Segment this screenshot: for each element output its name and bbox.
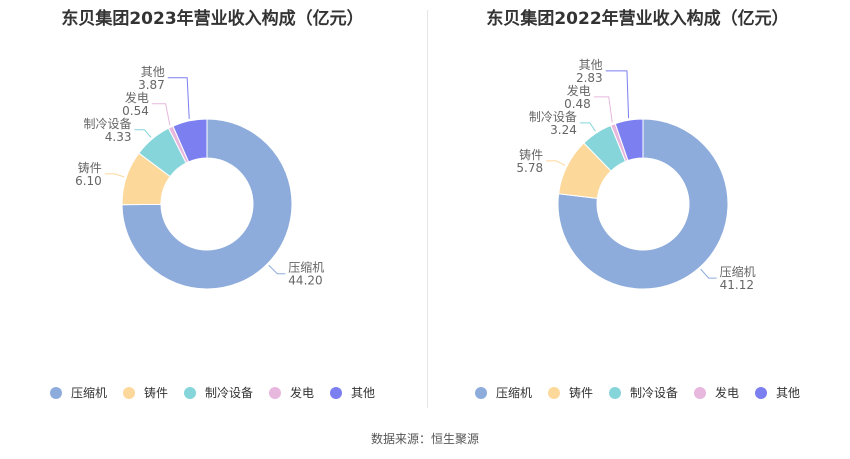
legend-label: 制冷设备 [204, 386, 253, 400]
slice-label-other: 其他 [141, 65, 165, 79]
chart-title: 东贝集团2023年营业收入构成（亿元） [61, 9, 364, 29]
legend-label: 压缩机 [495, 386, 532, 400]
legend-item-casting[interactable]: 铸件 [122, 384, 168, 401]
panel-divider [427, 10, 428, 408]
slice-label-refrigeration: 制冷设备 [529, 110, 577, 124]
legend-item-refrigeration[interactable]: 制冷设备 [608, 384, 678, 401]
chart-panel-2022: 东贝集团2022年营业收入构成（亿元） 压缩机 41.12 铸件 5.78 制冷设备 3.… [425, 0, 850, 410]
chart-legend: 压缩机 铸件 制冷设备 发电 其他 [0, 384, 425, 401]
legend-label: 制冷设备 [629, 386, 678, 400]
slice-value-power: 0.54 [122, 104, 149, 118]
slice-compressor[interactable] [121, 118, 293, 290]
slice-label-casting: 铸件 [78, 160, 102, 175]
legend-item-other[interactable]: 其他 [330, 384, 375, 401]
slice-value-refrigeration: 4.33 [105, 130, 132, 144]
slice-value-power: 0.48 [564, 97, 591, 111]
slice-value-other: 2.83 [576, 71, 603, 85]
chart-title: 东贝集团2022年营业收入构成（亿元） [486, 9, 789, 29]
legend-label: 铸件 [568, 386, 593, 400]
legend-item-compressor[interactable]: 压缩机 [49, 384, 107, 401]
slice-value-casting: 6.10 [75, 174, 102, 188]
legend-item-compressor[interactable]: 压缩机 [474, 384, 532, 401]
legend-item-refrigeration[interactable]: 制冷设备 [183, 384, 253, 401]
legend-marker [49, 386, 62, 399]
slice-label-power: 发电 [125, 90, 149, 105]
slice-value-compressor: 44.20 [288, 274, 322, 288]
slice-value-casting: 5.78 [516, 161, 543, 175]
data-source: 数据来源：恒生聚源 [370, 432, 479, 446]
legend-item-other[interactable]: 其他 [755, 384, 800, 401]
slice-label-compressor: 压缩机 [288, 260, 324, 275]
slice-other[interactable] [614, 118, 644, 162]
legend-marker [755, 386, 768, 399]
slice-value-refrigeration: 3.24 [550, 123, 577, 137]
legend-marker [474, 386, 487, 399]
slice-compressor[interactable] [557, 118, 729, 290]
legend-marker [269, 386, 281, 399]
legend-label: 压缩机 [70, 386, 107, 400]
slice-label-power: 发电 [567, 83, 591, 98]
slice-value-compressor: 41.12 [720, 278, 754, 292]
legend-marker [183, 386, 196, 399]
legend-item-power[interactable]: 发电 [694, 384, 739, 401]
legend-marker [608, 386, 621, 399]
legend-label: 发电 [715, 386, 740, 400]
legend-label: 发电 [290, 386, 315, 400]
slice-label-compressor: 压缩机 [720, 264, 756, 279]
legend-item-power[interactable]: 发电 [269, 384, 314, 401]
legend-item-casting[interactable]: 铸件 [547, 384, 593, 401]
legend-label: 其他 [351, 386, 376, 400]
legend-marker [547, 386, 560, 399]
slice-label-other: 其他 [579, 58, 603, 72]
slice-label-refrigeration: 制冷设备 [84, 117, 132, 131]
slice-label-casting: 铸件 [519, 147, 543, 162]
slice-other[interactable] [172, 118, 208, 163]
legend-marker [122, 386, 135, 399]
legend-marker [330, 386, 343, 399]
chart-legend: 压缩机 铸件 制冷设备 发电 其他 [425, 384, 850, 401]
legend-label: 铸件 [143, 386, 168, 400]
slice-value-other: 3.87 [138, 78, 165, 92]
chart-panel-2023: 东贝集团2023年营业收入构成（亿元） 压缩机 44.20 铸件 6.10 制冷设备 4.… [0, 0, 425, 410]
legend-label: 其他 [776, 386, 801, 400]
legend-marker [694, 386, 706, 399]
